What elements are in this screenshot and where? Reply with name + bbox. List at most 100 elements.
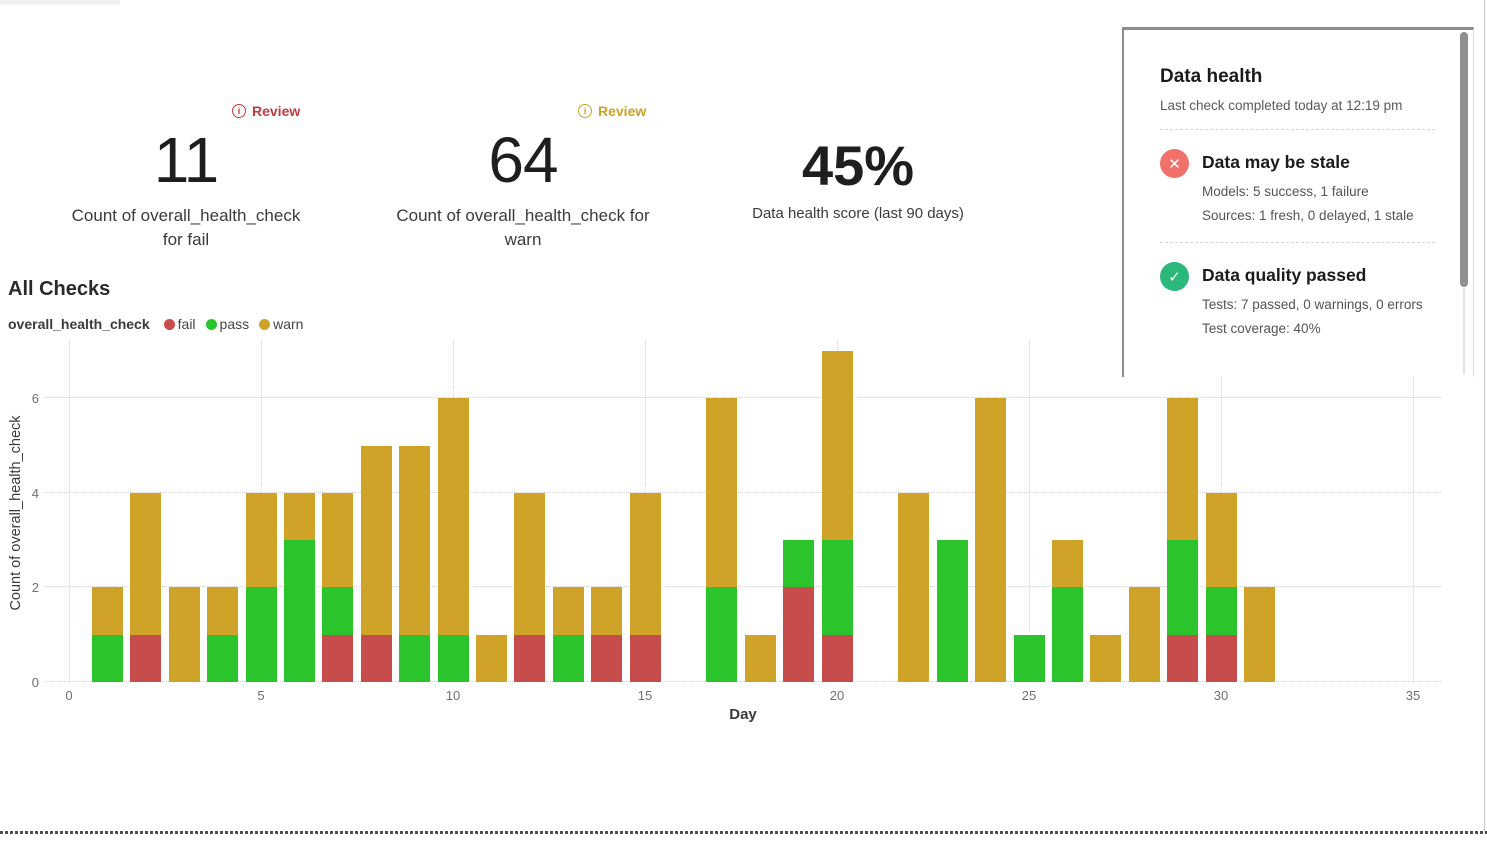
bar-segment-day24-warn[interactable] — [975, 398, 1007, 682]
bar-segment-day15-warn[interactable] — [629, 492, 661, 635]
bar-segment-day29-fail[interactable] — [1167, 634, 1199, 682]
bar-segment-day6-warn[interactable] — [283, 492, 315, 541]
review-badge-warn[interactable]: i Review — [578, 103, 646, 119]
bar-segment-day5-pass[interactable] — [245, 587, 277, 682]
bar-segment-day5-warn[interactable] — [245, 492, 277, 588]
bar-segment-day1-pass[interactable] — [91, 634, 123, 682]
bar-segment-day22-warn[interactable] — [898, 492, 930, 682]
x-tick-label: 20 — [829, 688, 845, 703]
bar-segment-day12-warn[interactable] — [514, 492, 546, 635]
x-tick-label: 0 — [65, 688, 73, 703]
bar-segment-day17-warn[interactable] — [706, 398, 738, 588]
x-tick-label: 35 — [1405, 688, 1421, 703]
bar-segment-day3-warn[interactable] — [168, 587, 200, 682]
x-gridline — [1029, 340, 1030, 682]
panel-section-heading: Data may be stale — [1202, 152, 1350, 172]
bar-segment-day25-pass[interactable] — [1013, 634, 1045, 682]
kpi-tile-warn-count[interactable]: i Review 64 Count of overall_health_chec… — [373, 0, 673, 260]
bar-segment-day20-fail[interactable] — [821, 634, 853, 682]
section-title: All Checks — [8, 278, 111, 300]
bar-segment-day6-pass[interactable] — [283, 540, 315, 682]
kpi-value-health-score: 45% — [801, 134, 915, 197]
bar-segment-day14-warn[interactable] — [591, 587, 623, 635]
bar-segment-day9-pass[interactable] — [399, 634, 431, 682]
bar-segment-day26-pass[interactable] — [1051, 587, 1083, 682]
kpi-label-fail: Count of overall_health_check for fail — [71, 206, 301, 249]
bar-segment-day26-warn[interactable] — [1051, 540, 1083, 588]
bar-segment-day7-pass[interactable] — [322, 587, 354, 635]
x-axis-title: Day — [729, 706, 757, 723]
y-gridline — [45, 586, 1441, 588]
x-tick-label: 30 — [1213, 688, 1229, 703]
bar-segment-day20-pass[interactable] — [821, 540, 853, 635]
bar-segment-day20-warn[interactable] — [821, 350, 853, 541]
x-tick-label: 10 — [445, 688, 461, 703]
x-gridline — [69, 340, 70, 682]
page-divider — [0, 831, 1487, 834]
divider — [1160, 129, 1435, 130]
kpi-tile-fail-count[interactable]: i Review 11 Count of overall_health_chec… — [36, 0, 336, 260]
bar-segment-day12-fail[interactable] — [514, 634, 546, 682]
review-badge-fail[interactable]: i Review — [232, 103, 300, 119]
legend-item-warn[interactable]: warn — [259, 316, 303, 332]
bar-segment-day23-pass[interactable] — [936, 540, 968, 682]
panel-section-line: Test coverage: 40% — [1202, 321, 1321, 336]
legend-item-label: fail — [177, 316, 196, 332]
legend-item-label: pass — [219, 316, 250, 332]
bar-segment-day28-warn[interactable] — [1128, 587, 1160, 682]
panel-section-line: Models: 5 success, 1 failure — [1202, 184, 1369, 199]
bar-segment-day29-pass[interactable] — [1167, 540, 1199, 635]
bar-segment-day19-pass[interactable] — [783, 540, 815, 588]
bar-segment-day14-fail[interactable] — [591, 634, 623, 682]
bar-segment-day10-pass[interactable] — [437, 634, 469, 682]
panel-title: Data health — [1160, 66, 1263, 87]
bar-segment-day29-warn[interactable] — [1167, 398, 1199, 541]
bar-segment-day1-warn[interactable] — [91, 587, 123, 635]
bar-segment-day11-warn[interactable] — [475, 634, 507, 682]
kpi-label-health-score: Data health score (last 90 days) — [752, 205, 964, 222]
bar-segment-day9-warn[interactable] — [399, 445, 431, 635]
legend-item-label: warn — [273, 316, 304, 332]
bar-segment-day27-warn[interactable] — [1090, 634, 1122, 682]
panel-section-stale: ✕ Data may be stale Models: 5 success, 1… — [1160, 149, 1443, 223]
review-badge-label: Review — [252, 103, 301, 119]
viewport-right-border — [1484, 0, 1485, 833]
bar-segment-day2-warn[interactable] — [130, 492, 162, 635]
bar-segment-day4-pass[interactable] — [207, 634, 239, 682]
bar-segment-day8-warn[interactable] — [360, 445, 392, 635]
bar-segment-day19-fail[interactable] — [783, 587, 815, 682]
bar-segment-day7-warn[interactable] — [322, 492, 354, 588]
x-circle-icon: ✕ — [1160, 149, 1189, 178]
info-icon: i — [232, 104, 246, 118]
top-left-bar-fragment — [0, 0, 120, 5]
y-gridline — [45, 491, 1441, 493]
y-tick-label: 4 — [31, 485, 39, 501]
review-badge-label: Review — [598, 103, 647, 119]
bar-segment-day7-fail[interactable] — [322, 634, 354, 682]
bar-segment-day15-fail[interactable] — [629, 634, 661, 682]
kpi-label-warn: Count of overall_health_check for warn — [396, 206, 650, 249]
x-tick-label: 15 — [637, 688, 653, 703]
kpi-value-warn: 64 — [488, 124, 558, 196]
bar-segment-day31-warn[interactable] — [1243, 587, 1275, 682]
bar-segment-day13-pass[interactable] — [552, 634, 584, 682]
bar-segment-day4-warn[interactable] — [207, 587, 239, 635]
bar-segment-day30-pass[interactable] — [1205, 587, 1237, 635]
warn-dot-icon — [259, 318, 271, 330]
bar-segment-day13-warn[interactable] — [552, 587, 584, 635]
check-circle-icon: ✓ — [1160, 262, 1189, 291]
panel-scrollbar-thumb[interactable] — [1460, 32, 1468, 287]
bar-segment-day18-warn[interactable] — [744, 634, 776, 682]
kpi-tile-health-score[interactable]: 45% Data health score (last 90 days) — [708, 0, 1008, 260]
fail-dot-icon — [163, 318, 175, 330]
bar-segment-day8-fail[interactable] — [360, 634, 392, 682]
legend-item-pass[interactable]: pass — [205, 316, 250, 332]
pass-dot-icon — [205, 318, 217, 330]
bar-segment-day10-warn[interactable] — [437, 398, 469, 635]
legend-item-fail[interactable]: fail — [163, 316, 196, 332]
bar-segment-day2-fail[interactable] — [130, 634, 162, 682]
bar-segment-day30-fail[interactable] — [1205, 634, 1237, 682]
bar-segment-day17-pass[interactable] — [706, 587, 738, 682]
bar-segment-day30-warn[interactable] — [1205, 492, 1237, 588]
